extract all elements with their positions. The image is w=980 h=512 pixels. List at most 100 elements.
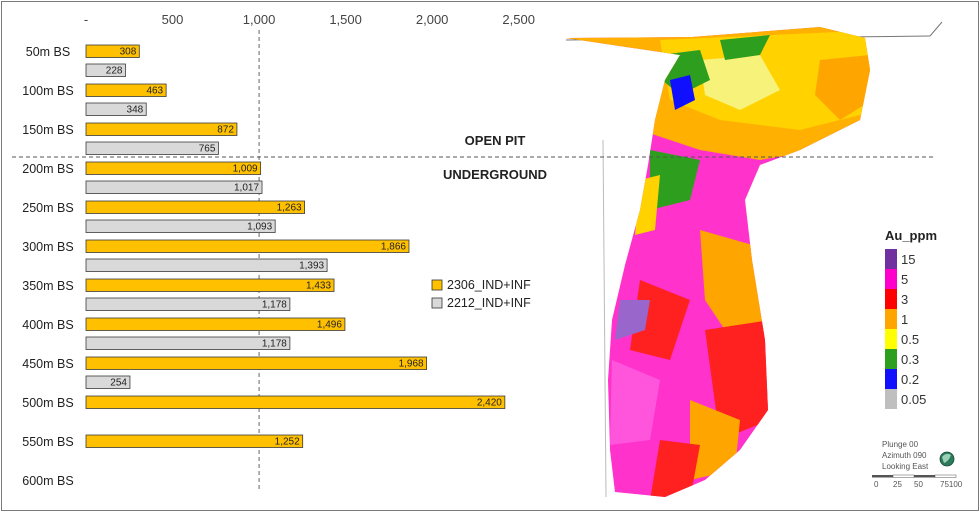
x-tick-label: 2,000 xyxy=(416,12,449,27)
legend-label-2212: 2212_IND+INF xyxy=(447,296,531,310)
category-label: 200m BS xyxy=(22,162,73,176)
bar-2212 xyxy=(85,102,147,116)
au-scale-label: 0.3 xyxy=(901,352,919,367)
bar-value-label: 1,178 xyxy=(262,339,287,350)
section-lens xyxy=(700,55,780,110)
scale-label: 50 xyxy=(914,480,923,489)
bar-2306 xyxy=(85,278,335,292)
legend: 2306_IND+INF 2212_IND+INF xyxy=(431,278,531,310)
au-scale-label: 0.5 xyxy=(901,332,919,347)
section-green-zone xyxy=(720,35,770,60)
category-label: 350m BS xyxy=(22,279,73,293)
x-tick-label: 1,000 xyxy=(243,12,276,27)
bar-value-label: 1,968 xyxy=(399,359,424,370)
looking-text: Looking East xyxy=(882,462,929,471)
bar-value-label: 1,178 xyxy=(262,300,287,311)
au-scale-label: 3 xyxy=(901,292,908,307)
au-swatch xyxy=(885,269,897,289)
bar-value-label: 308 xyxy=(120,47,137,58)
bar-2306 xyxy=(85,44,140,58)
section-orange-zone xyxy=(690,400,740,480)
bar-2306 xyxy=(85,395,506,409)
category-label: 400m BS xyxy=(22,318,73,332)
bar-value-label: 463 xyxy=(146,86,163,97)
au-swatch xyxy=(885,309,897,329)
bar-2212 xyxy=(85,63,126,77)
bar-value-label: 1,393 xyxy=(299,261,324,272)
bar-value-label: 348 xyxy=(127,105,144,116)
scale-label: 25 xyxy=(893,480,902,489)
scale-bar-segment xyxy=(934,474,957,478)
au-scale-label: 0.2 xyxy=(901,372,919,387)
category-label: 100m BS xyxy=(22,84,73,98)
category-label: 300m BS xyxy=(22,240,73,254)
bar-2212 xyxy=(85,297,291,311)
section-magenta-zone xyxy=(610,360,660,445)
x-axis-ticks: - 500 1,000 1,500 2,000 2,500 xyxy=(84,12,535,27)
bar-2306 xyxy=(85,434,304,448)
bar-2306 xyxy=(85,122,238,136)
orientation-box: Plunge 00 Azimuth 090 Looking East 0 25 50… xyxy=(872,440,963,489)
scale-label: 75100 xyxy=(940,480,963,489)
section-outline xyxy=(602,139,607,498)
open-pit-label: OPEN PIT xyxy=(465,133,526,148)
bar-2306 xyxy=(85,239,410,253)
category-label: 600m BS xyxy=(22,474,73,488)
category-labels: 50m BS 100m BS 150m BS 200m BS 250m BS 300m B… xyxy=(22,45,73,488)
au-swatch xyxy=(885,369,897,389)
globe-icon-land xyxy=(942,453,951,463)
bar-2306 xyxy=(85,83,167,97)
cross-section-image xyxy=(565,21,943,498)
bar-2212 xyxy=(85,375,131,389)
bar-value-label: 228 xyxy=(106,66,123,77)
bar-value-label: 254 xyxy=(110,378,127,389)
bar-2306 xyxy=(85,317,346,331)
au-swatch xyxy=(885,349,897,369)
bar-2212 xyxy=(85,336,291,350)
au-color-scale: Au_ppm 15 5 3 1 0.5 0.3 0.2 0.05 xyxy=(885,228,937,409)
bar-value-label: 2,420 xyxy=(477,398,502,409)
legend-label-2306: 2306_IND+INF xyxy=(447,278,531,292)
category-label: 500m BS xyxy=(22,396,73,410)
bar-2306 xyxy=(85,356,428,370)
au-swatch xyxy=(885,329,897,349)
x-tick-label: - xyxy=(84,12,88,27)
section-green-zone xyxy=(650,150,700,210)
au-scale-title: Au_ppm xyxy=(885,228,937,243)
section-red-zone xyxy=(650,440,700,497)
bar-2212 xyxy=(85,219,276,233)
category-label: 550m BS xyxy=(22,435,73,449)
bar-value-label: 1,017 xyxy=(234,183,259,194)
bar-2212 xyxy=(85,180,263,194)
section-red-zone xyxy=(705,320,770,440)
bar-value-label: 1,093 xyxy=(247,222,272,233)
surface-line-end xyxy=(929,21,943,37)
bar-value-label: 1,252 xyxy=(275,437,300,448)
au-scale-label: 5 xyxy=(901,272,908,287)
au-swatch xyxy=(885,389,897,409)
au-scale-label: 0.05 xyxy=(901,392,926,407)
underground-label: UNDERGROUND xyxy=(443,167,547,182)
bar-value-label: 765 xyxy=(199,144,216,155)
bar-value-label: 1,009 xyxy=(233,164,258,175)
bar-value-label: 1,496 xyxy=(317,320,342,331)
au-swatch xyxy=(885,249,897,269)
section-lens xyxy=(815,55,870,120)
bar-2306 xyxy=(85,161,262,175)
x-tick-label: 1,500 xyxy=(329,12,362,27)
bar-value-label: 1,263 xyxy=(277,203,302,214)
bar-value-label: 872 xyxy=(217,125,234,136)
au-scale-label: 15 xyxy=(901,252,915,267)
section-purple-zone xyxy=(615,300,650,340)
category-label: 50m BS xyxy=(26,45,70,59)
plunge-text: Plunge 00 xyxy=(882,440,919,449)
legend-swatch-2212 xyxy=(431,297,443,309)
section-blue-zone xyxy=(670,75,695,110)
x-tick-label: 500 xyxy=(162,12,184,27)
bar-2212 xyxy=(85,258,328,272)
category-label: 250m BS xyxy=(22,201,73,215)
category-label: 150m BS xyxy=(22,123,73,137)
